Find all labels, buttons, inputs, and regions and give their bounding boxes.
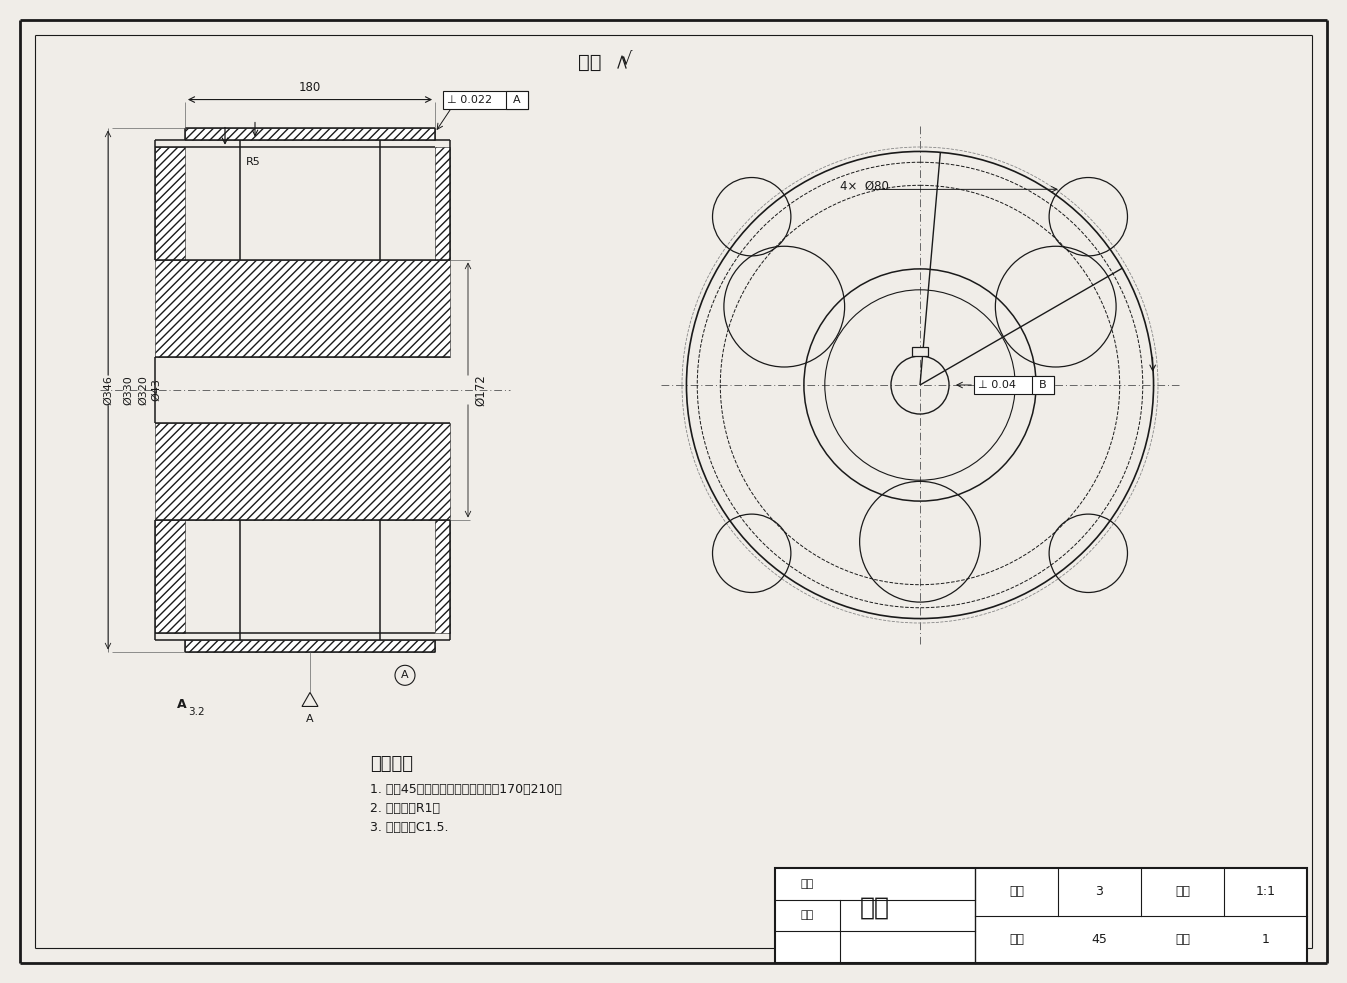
Text: 180: 180: [299, 81, 321, 93]
Text: 45: 45: [1091, 933, 1107, 946]
Bar: [506, 90, 528, 108]
Bar: [435, 147, 450, 260]
Text: 其余: 其余: [578, 52, 602, 72]
Bar: [155, 260, 450, 358]
Text: 设计: 设计: [800, 879, 814, 889]
Bar: [974, 376, 1053, 394]
Text: 图号: 图号: [1009, 886, 1024, 898]
Text: 4×  Ø80: 4× Ø80: [841, 180, 889, 193]
Text: A: A: [513, 94, 521, 104]
Text: 1. 材料45钢，调质处理后齿面硬度170～210；: 1. 材料45钢，调质处理后齿面硬度170～210；: [370, 783, 562, 796]
Text: 3. 全部倒角C1.5.: 3. 全部倒角C1.5.: [370, 821, 449, 834]
Bar: [775, 868, 1307, 963]
Bar: [443, 90, 528, 108]
Bar: [185, 128, 435, 140]
Text: A: A: [178, 698, 187, 711]
Text: ⊥ 0.04: ⊥ 0.04: [978, 380, 1016, 390]
Text: R5: R5: [245, 156, 260, 167]
Text: 数量: 数量: [1175, 933, 1189, 946]
Bar: [155, 520, 185, 633]
Text: B: B: [1040, 380, 1047, 390]
Text: 齿轮: 齿轮: [859, 896, 890, 920]
Bar: [435, 520, 450, 633]
Text: 1:1: 1:1: [1255, 886, 1276, 898]
Text: 比例: 比例: [1175, 886, 1189, 898]
Text: Ø320: Ø320: [137, 376, 148, 405]
Bar: [155, 147, 185, 260]
Bar: [1032, 376, 1053, 394]
Bar: [912, 347, 928, 356]
Text: Ø346: Ø346: [102, 376, 113, 405]
Text: ⊥ 0.022: ⊥ 0.022: [447, 94, 492, 104]
Text: A: A: [306, 715, 314, 724]
Text: 1: 1: [1262, 933, 1269, 946]
Text: 3: 3: [1095, 886, 1103, 898]
Text: A: A: [401, 670, 408, 680]
Text: 审核: 审核: [800, 910, 814, 920]
Bar: [155, 423, 450, 520]
Text: 材料: 材料: [1009, 933, 1024, 946]
Text: 技术要求: 技术要求: [370, 755, 414, 773]
Text: Ø330: Ø330: [123, 376, 133, 405]
Text: Ø43: Ø43: [151, 378, 162, 401]
Text: √: √: [620, 51, 632, 69]
Text: 2. 全部圆角R1；: 2. 全部圆角R1；: [370, 802, 440, 815]
Text: 3.2: 3.2: [187, 708, 205, 718]
Text: Ø172: Ø172: [474, 375, 488, 406]
Bar: [185, 640, 435, 653]
